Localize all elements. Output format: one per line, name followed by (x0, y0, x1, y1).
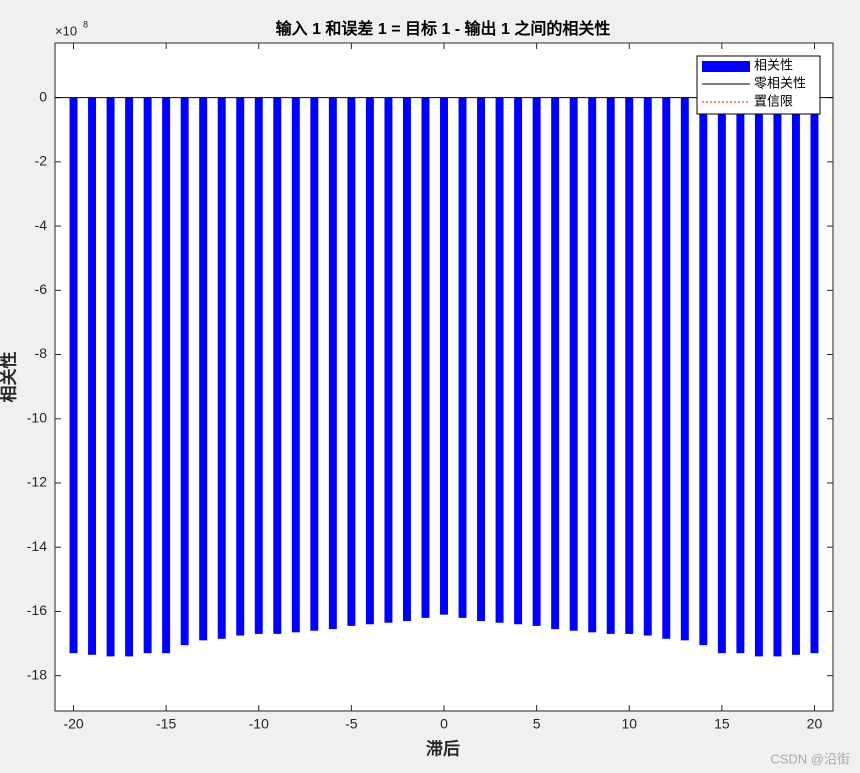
bar (736, 97, 745, 654)
bar (273, 97, 282, 634)
legend-label: 置信限 (754, 93, 793, 108)
bar (199, 97, 208, 641)
bar (106, 97, 115, 657)
x-tick-label: -5 (345, 716, 358, 732)
bar (347, 97, 356, 626)
bar (254, 97, 263, 634)
legend-label: 零相关性 (754, 75, 806, 90)
bar (162, 97, 171, 654)
legend-label: 相关性 (754, 57, 793, 72)
y-tick-label: -16 (27, 602, 47, 618)
y-multiplier: ×10 (55, 23, 77, 38)
bar (236, 97, 245, 636)
y-tick-label: 0 (39, 88, 47, 104)
y-tick-label: -8 (35, 345, 48, 361)
bar (791, 97, 800, 655)
bar (477, 97, 486, 622)
bar (440, 97, 448, 615)
y-tick-label: -4 (35, 217, 48, 233)
y-tick-label: -2 (35, 153, 48, 169)
bar (773, 97, 782, 657)
bar (662, 97, 671, 639)
bar (514, 97, 523, 625)
bar (532, 97, 541, 626)
legend-swatch (702, 61, 750, 72)
bar (458, 97, 467, 618)
bar (588, 97, 597, 633)
y-tick-label: -18 (27, 666, 47, 682)
bar (180, 97, 189, 646)
y-tick-label: -6 (35, 281, 48, 297)
bar (69, 97, 78, 654)
bar (643, 97, 652, 636)
bar (625, 97, 634, 634)
x-tick-label: -20 (63, 716, 83, 732)
bar (606, 97, 615, 634)
bar (328, 97, 337, 630)
x-axis-label: 滞后 (426, 739, 460, 758)
y-multiplier-exponent: 8 (83, 19, 88, 29)
y-tick-label: -14 (27, 538, 47, 554)
bar (495, 97, 504, 623)
bar (421, 97, 430, 618)
bar (365, 97, 374, 625)
x-tick-label: 10 (621, 716, 637, 732)
x-tick-label: 0 (440, 716, 448, 732)
bar (291, 97, 300, 633)
bar (680, 97, 689, 641)
y-axis-label: 相关性 (0, 352, 18, 403)
bar (569, 97, 578, 631)
y-tick-label: -10 (27, 409, 47, 425)
bar (88, 97, 97, 655)
bar (402, 97, 411, 622)
bar (310, 97, 319, 631)
y-tick-label: -12 (27, 474, 47, 490)
chart-title: 输入 1 和误差 1 = 目标 1 - 输出 1 之间的相关性 (276, 19, 611, 38)
watermark: CSDN @沿街 (770, 751, 850, 766)
x-tick-label: -15 (156, 716, 176, 732)
bar (125, 97, 134, 657)
bar (717, 97, 726, 654)
bar (754, 97, 763, 657)
x-tick-label: 5 (533, 716, 541, 732)
bar (699, 97, 708, 646)
x-tick-label: 20 (807, 716, 823, 732)
bar (217, 97, 226, 639)
x-tick-label: 15 (714, 716, 730, 732)
bar (384, 97, 393, 623)
bar (551, 97, 560, 630)
bar (143, 97, 152, 654)
x-tick-label: -10 (249, 716, 269, 732)
bar (810, 97, 819, 654)
